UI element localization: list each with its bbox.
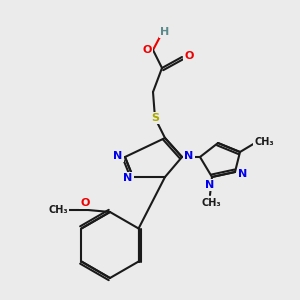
Text: N: N [113,151,123,161]
Text: O: O [80,198,90,208]
Text: CH₃: CH₃ [48,205,68,215]
Text: H: H [160,27,169,37]
Text: N: N [238,169,247,179]
Text: CH₃: CH₃ [201,198,221,208]
Text: O: O [142,45,152,55]
Text: CH₃: CH₃ [254,137,274,147]
Text: N: N [206,180,214,190]
Text: S: S [151,113,159,123]
Text: N: N [184,151,194,161]
Text: N: N [123,173,133,183]
Text: O: O [184,51,194,61]
